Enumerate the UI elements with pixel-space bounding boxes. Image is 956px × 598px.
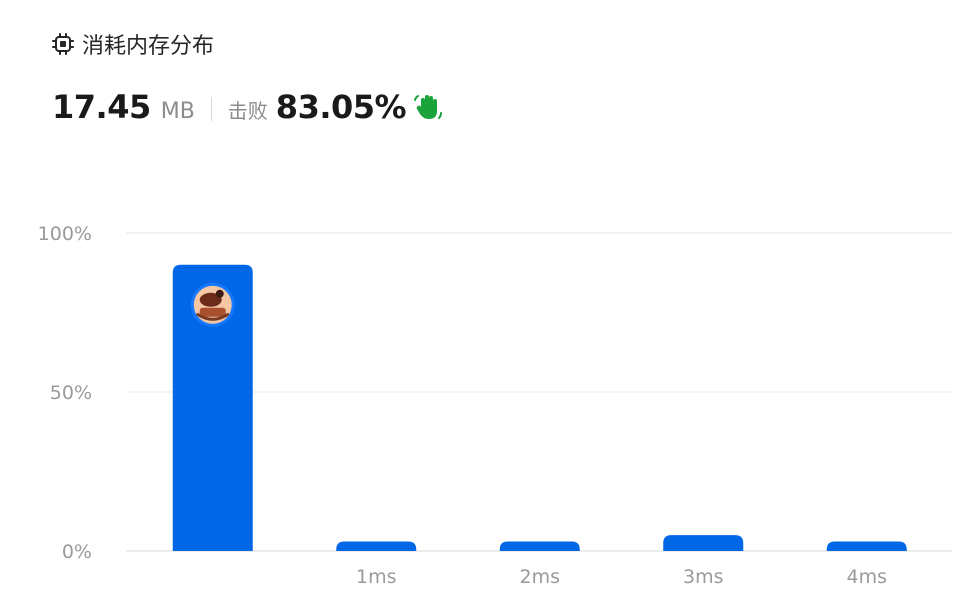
beat-percentage: 83.05% (275, 88, 407, 126)
waving-hand-icon (412, 92, 444, 124)
user-avatar-marker (190, 282, 235, 327)
x-tick-label: 1ms (356, 566, 397, 588)
bar[interactable] (663, 535, 744, 551)
memory-unit: MB (160, 99, 195, 124)
y-tick-label: 100% (38, 223, 92, 245)
chip-icon (50, 31, 76, 57)
header: 消耗内存分布 (50, 28, 214, 60)
x-tick-label: 2ms (520, 566, 561, 588)
stats-divider (210, 97, 212, 121)
bar[interactable] (499, 541, 580, 551)
y-tick-label: 0% (62, 541, 92, 563)
beat-label: 击败 (227, 99, 268, 123)
x-tick-label: 4ms (847, 566, 888, 588)
bar[interactable] (172, 264, 253, 551)
bar[interactable] (826, 541, 907, 551)
chart-title: 消耗内存分布 (82, 34, 215, 59)
bar[interactable] (336, 541, 417, 551)
x-tick-label: 3ms (683, 566, 724, 588)
memory-stats: 17.45 MB 击败 83.05% (52, 86, 444, 126)
y-tick-label: 50% (50, 382, 92, 404)
memory-value: 17.45 (52, 88, 151, 126)
